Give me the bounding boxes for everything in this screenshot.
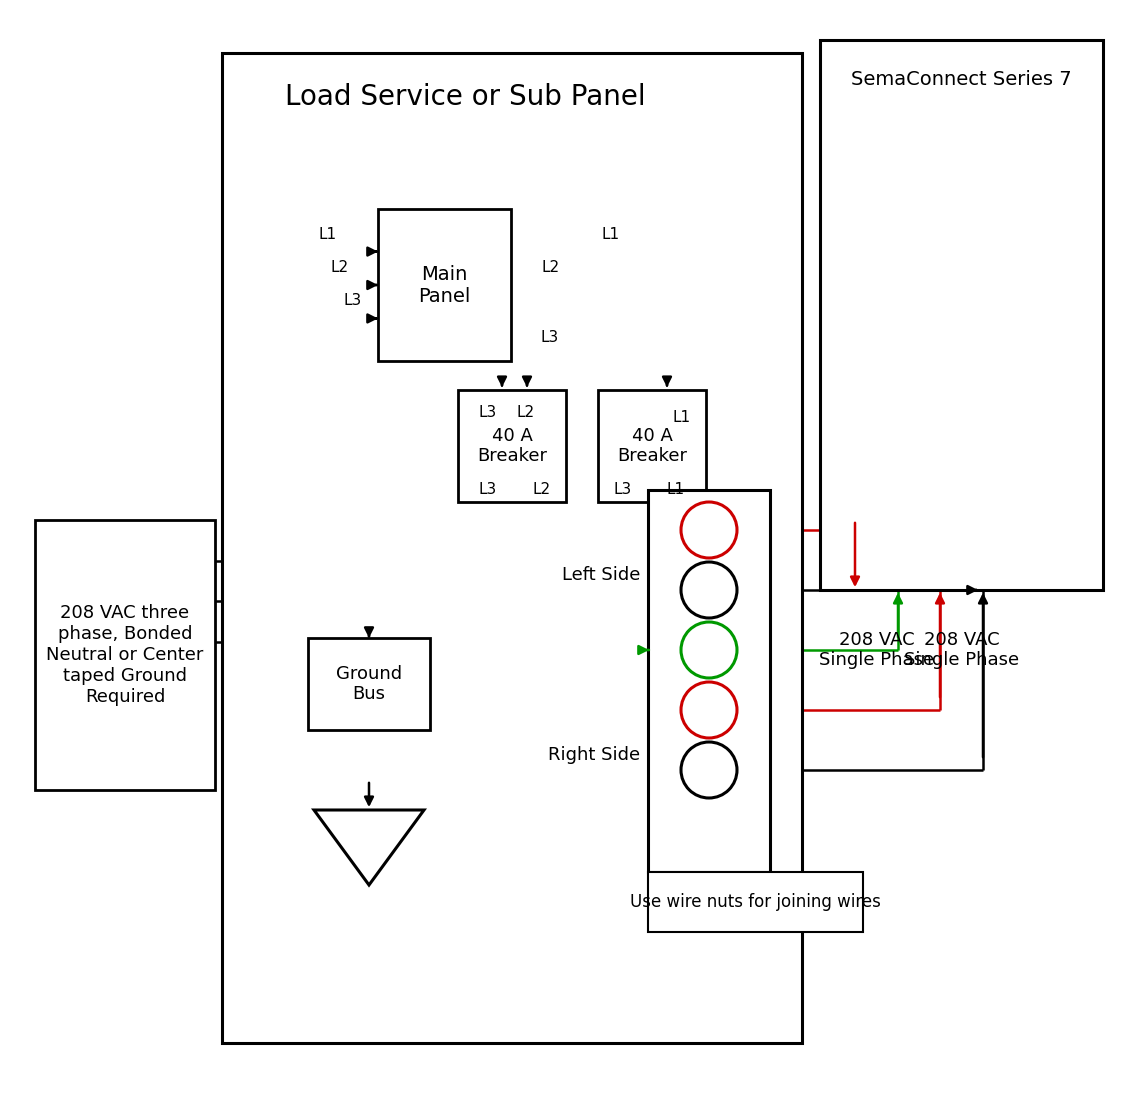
Text: L1: L1 [667,482,685,497]
Text: Right Side: Right Side [548,746,640,764]
Bar [379,209,511,361]
Text: 208 VAC
Single Phase: 208 VAC Single Phase [819,630,935,670]
Text: Ground
Bus: Ground Bus [336,664,402,704]
Text: L3: L3 [479,482,497,497]
Text: L1: L1 [601,226,619,242]
Circle shape [681,742,737,798]
Text: 208 VAC
Single Phase: 208 VAC Single Phase [904,630,1019,670]
Bar [35,520,215,789]
Bar [598,390,706,502]
Text: L3: L3 [344,293,362,309]
Text: 40 A
Breaker: 40 A Breaker [477,427,547,466]
Text: SemaConnect Series 7: SemaConnect Series 7 [851,70,1072,89]
Bar [820,40,1103,590]
Text: L2: L2 [518,405,536,421]
Text: 208 VAC three
phase, Bonded
Neutral or Center
taped Ground
Required: 208 VAC three phase, Bonded Neutral or C… [46,604,203,706]
Bar [308,638,431,730]
Circle shape [681,682,737,738]
Text: Left Side: Left Side [562,565,640,584]
Text: L2: L2 [331,260,349,274]
Circle shape [681,502,737,558]
Bar [647,872,863,932]
Text: L1: L1 [319,226,337,242]
Text: L3: L3 [541,330,559,346]
Text: Use wire nuts for joining wires: Use wire nuts for joining wires [631,893,881,911]
Text: 40 A
Breaker: 40 A Breaker [617,427,687,466]
Bar [221,53,802,1043]
Circle shape [681,562,737,618]
Bar [647,490,770,872]
Text: L3: L3 [479,405,497,421]
Text: Main
Panel: Main Panel [418,265,471,305]
Bar [458,390,566,502]
Text: L3: L3 [614,482,632,497]
Text: L2: L2 [541,260,559,274]
Circle shape [681,621,737,677]
Text: L1: L1 [672,410,690,425]
Text: Load Service or Sub Panel: Load Service or Sub Panel [285,83,646,111]
Text: L2: L2 [532,482,550,497]
